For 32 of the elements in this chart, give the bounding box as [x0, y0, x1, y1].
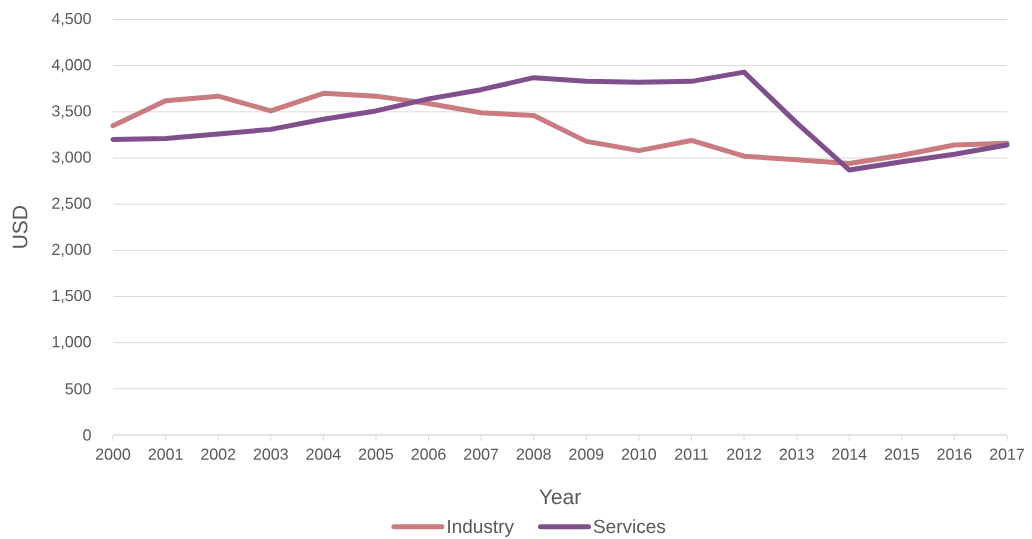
- x-tick-label: 2004: [306, 448, 341, 460]
- legend-label: Industry: [448, 519, 514, 537]
- y-tick-label: 1,000: [52, 336, 91, 350]
- y-tick-label: 0: [83, 429, 91, 441]
- y-tick-label: 1,500: [52, 289, 91, 304]
- y-tick-label: 3,500: [52, 105, 91, 119]
- x-tick-label: 2011: [675, 448, 708, 460]
- y-axis-title: USD: [12, 206, 28, 248]
- x-axis-title: Year: [539, 489, 581, 505]
- x-tick-label: 2015: [884, 448, 919, 460]
- y-tick-label: 2,000: [52, 243, 91, 257]
- x-tick-label: 2005: [358, 448, 394, 460]
- x-tick-label: 2017: [990, 448, 1024, 460]
- x-tick-label: 2010: [621, 448, 657, 460]
- x-tick-label: 2012: [727, 448, 762, 460]
- x-tick-label: 2000: [96, 448, 131, 460]
- x-tick-label: 2008: [516, 448, 551, 460]
- y-tick-label: 2,500: [52, 197, 91, 211]
- y-tick-label: 4,500: [51, 12, 91, 27]
- x-tick-label: 2007: [464, 448, 499, 460]
- x-tick-label: 2001: [148, 448, 183, 460]
- y-tick-label: 500: [65, 383, 91, 395]
- x-tick-label: 2016: [937, 448, 972, 460]
- x-tick-label: 2014: [832, 448, 867, 460]
- x-tick-label: 2006: [411, 448, 446, 460]
- x-tick-label: 2009: [569, 448, 604, 460]
- x-tick-label: 2013: [779, 448, 814, 460]
- x-tick-label: 2002: [201, 448, 236, 460]
- x-tick-label: 2003: [253, 448, 288, 460]
- legend-label: Services: [593, 519, 666, 534]
- y-tick-label: 4,000: [51, 59, 91, 73]
- y-tick-label: 3,000: [52, 151, 91, 165]
